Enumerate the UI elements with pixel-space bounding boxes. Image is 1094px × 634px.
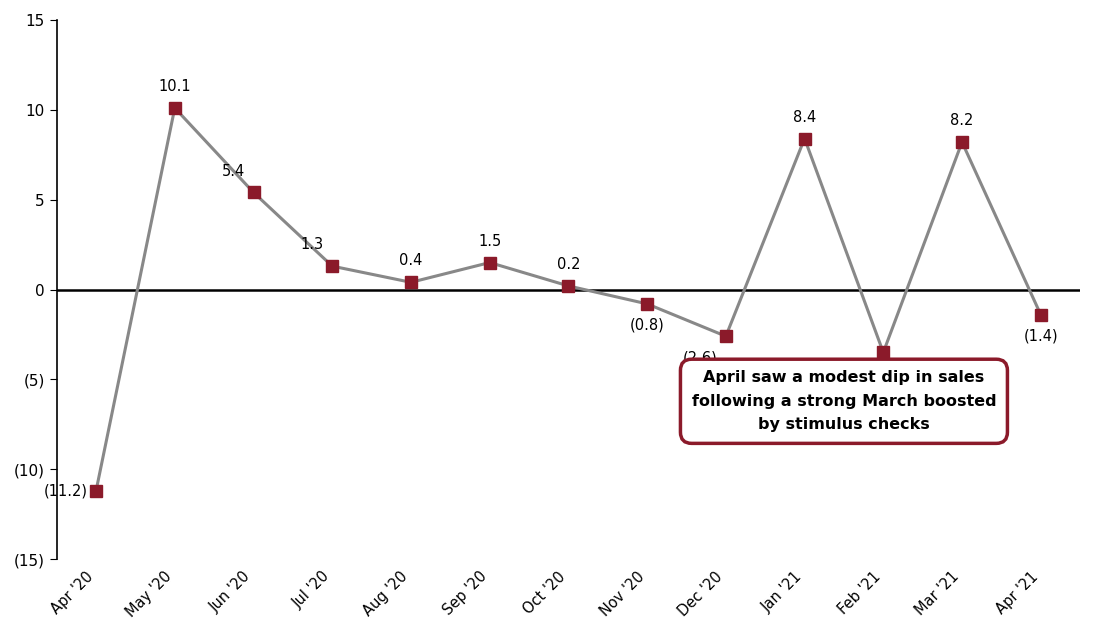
Text: 1.3: 1.3 <box>301 237 324 252</box>
Text: (3.5): (3.5) <box>866 366 900 381</box>
Text: 0.4: 0.4 <box>399 254 422 268</box>
Text: (0.8): (0.8) <box>630 318 664 333</box>
Text: 0.2: 0.2 <box>557 257 580 272</box>
Text: (1.4): (1.4) <box>1023 328 1058 344</box>
Text: (11.2): (11.2) <box>44 483 88 498</box>
Text: 5.4: 5.4 <box>222 164 245 179</box>
Text: 1.5: 1.5 <box>478 234 501 249</box>
Text: 8.2: 8.2 <box>951 113 974 128</box>
Text: 10.1: 10.1 <box>159 79 191 94</box>
Text: April saw a modest dip in sales
following a strong March boosted
by stimulus che: April saw a modest dip in sales followin… <box>691 370 997 432</box>
Text: (2.6): (2.6) <box>683 350 718 365</box>
Text: 8.4: 8.4 <box>793 110 816 125</box>
